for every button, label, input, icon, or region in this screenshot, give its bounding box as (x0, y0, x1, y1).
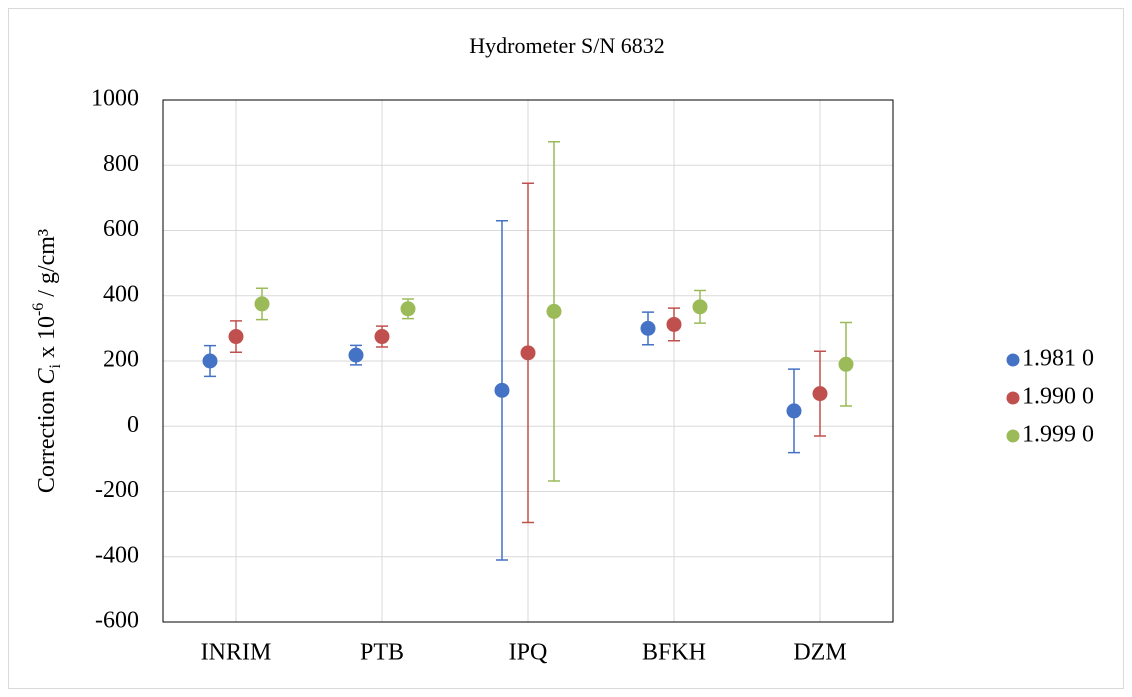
y-axis-label-part: C (34, 368, 60, 385)
chart-border (8, 8, 1124, 689)
plot-frame (162, 99, 894, 623)
x-tick-label: IPQ (509, 640, 548, 666)
data-point (838, 356, 854, 372)
x-tick-label: INRIM (201, 640, 272, 666)
y-tick-label: 400 (103, 281, 139, 307)
data-point (228, 329, 244, 345)
data-point (494, 382, 510, 398)
data-point (812, 386, 828, 402)
data-point (546, 303, 562, 319)
y-axis-label-part: i (47, 363, 64, 368)
y-tick-label: 1000 (91, 86, 139, 112)
y-tick-label: -200 (95, 477, 139, 503)
legend-marker (1006, 391, 1020, 405)
legend-marker (1006, 429, 1020, 443)
x-tick-label: PTB (360, 640, 404, 666)
y-axis-label-part: Correction (34, 385, 60, 494)
data-point (666, 316, 682, 332)
y-tick-label: -600 (95, 608, 139, 634)
y-axis-label-part: x 10 (34, 316, 60, 364)
y-axis-label: Correction Ci x 10-6 / g/cm³ (30, 229, 64, 493)
data-point (348, 347, 364, 363)
legend-marker (1006, 353, 1020, 367)
x-tick-label: DZM (793, 640, 846, 666)
y-tick-label: 200 (103, 347, 139, 373)
data-point (374, 329, 390, 345)
x-tick-label: BFKH (642, 640, 706, 666)
data-point (202, 353, 218, 369)
y-tick-label: 600 (103, 216, 139, 242)
legend-label: 1.999 0 (1022, 422, 1094, 448)
data-point (520, 345, 536, 361)
data-point (692, 299, 708, 315)
legend-label: 1.990 0 (1022, 384, 1094, 410)
data-point (254, 296, 270, 312)
y-tick-label: 0 (127, 412, 139, 438)
y-tick-label: 800 (103, 151, 139, 177)
legend-label: 1.981 0 (1022, 346, 1094, 372)
chart-title: Hydrometer S/N 6832 (469, 33, 665, 58)
y-axis-label-part: -6 (30, 303, 47, 316)
y-tick-label: -400 (95, 542, 139, 568)
data-point (786, 403, 802, 419)
y-axis-label-part: / g/cm³ (34, 229, 60, 303)
data-point (640, 320, 656, 336)
data-point (400, 301, 416, 317)
